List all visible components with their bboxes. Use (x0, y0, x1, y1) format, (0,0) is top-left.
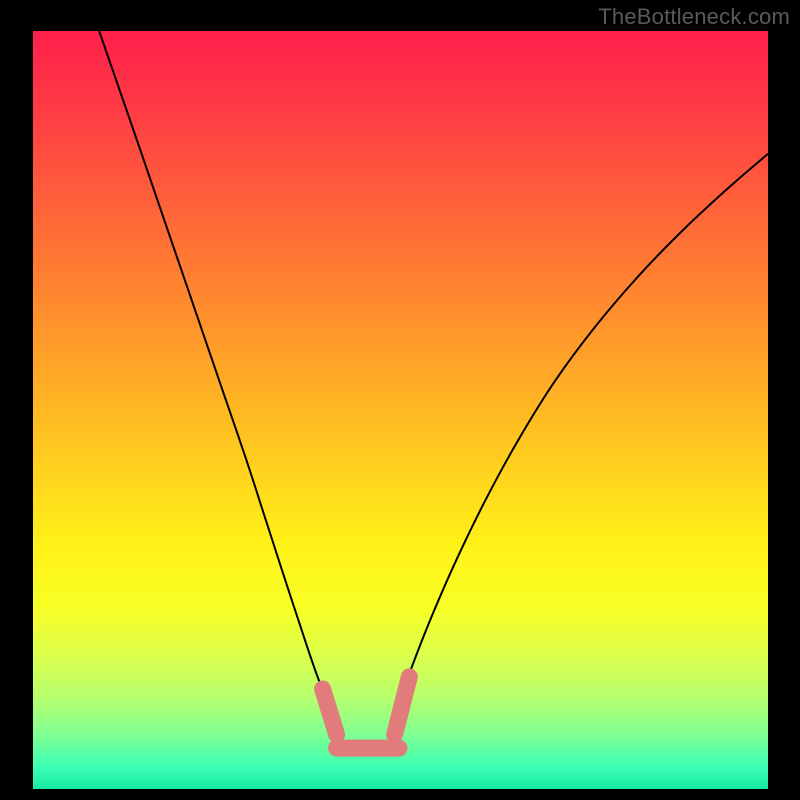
plot-area (33, 31, 768, 789)
curve-overlay (33, 31, 768, 789)
right-curve (393, 154, 768, 717)
marker-group (323, 677, 410, 748)
marker-segment (323, 689, 337, 734)
chart-container: TheBottleneck.com (0, 0, 800, 800)
watermark-text: TheBottleneck.com (598, 4, 790, 30)
left-curve (99, 31, 333, 717)
marker-segment (395, 677, 410, 735)
